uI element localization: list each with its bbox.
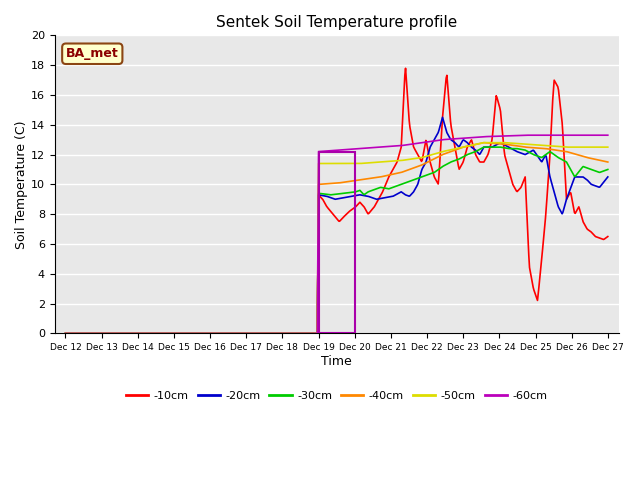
X-axis label: Time: Time xyxy=(321,355,352,368)
Bar xyxy=(319,152,355,334)
Title: Sentek Soil Temperature profile: Sentek Soil Temperature profile xyxy=(216,15,457,30)
Y-axis label: Soil Temperature (C): Soil Temperature (C) xyxy=(15,120,28,249)
Legend: -10cm, -20cm, -30cm, -40cm, -50cm, -60cm: -10cm, -20cm, -30cm, -40cm, -50cm, -60cm xyxy=(122,387,552,406)
Text: BA_met: BA_met xyxy=(66,47,118,60)
